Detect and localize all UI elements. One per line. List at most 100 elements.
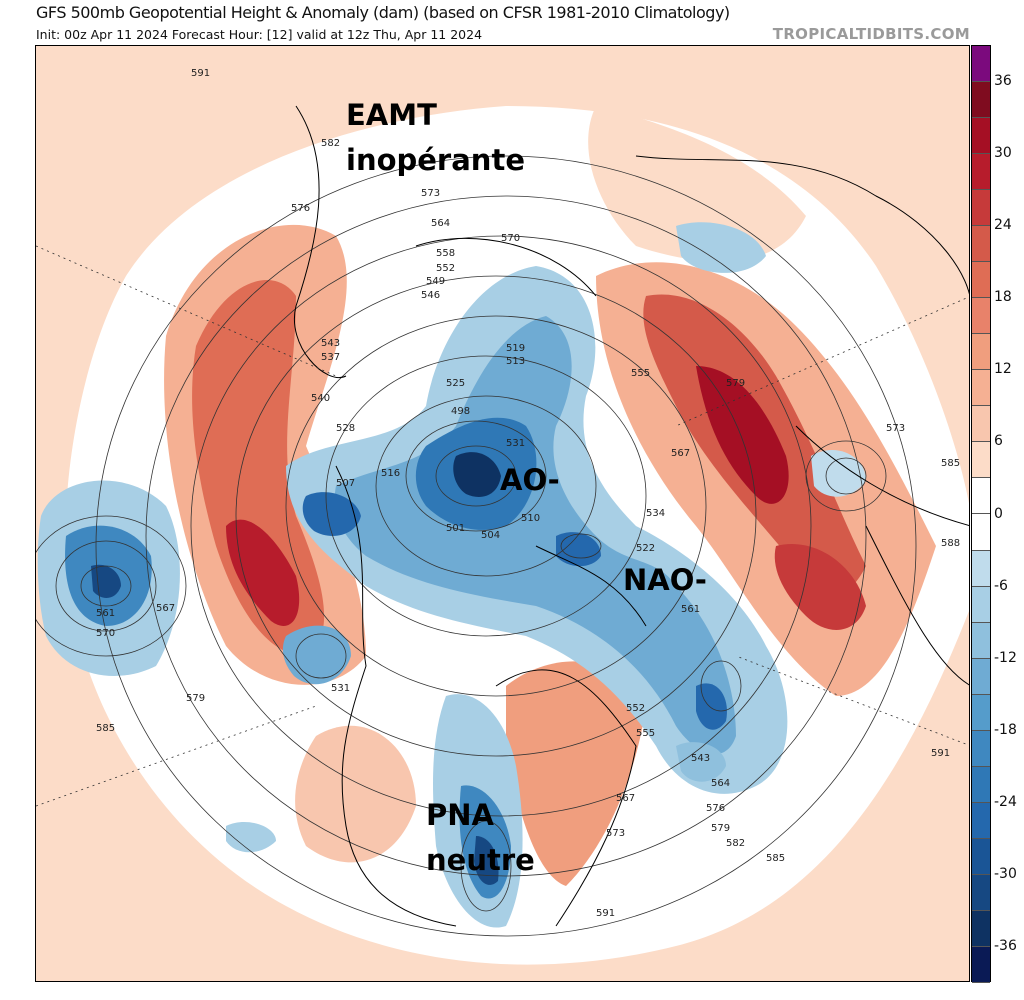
contour-label: 501 xyxy=(446,523,465,534)
colorbar-bin xyxy=(972,478,990,515)
contour-label: 567 xyxy=(671,448,690,459)
contour-label: 582 xyxy=(321,138,340,149)
colorbar-bin xyxy=(972,730,990,767)
colorbar-bin xyxy=(972,262,990,299)
colorbar-tick-label: 12 xyxy=(994,361,1012,378)
colorbar-tick-label: -18 xyxy=(994,721,1017,738)
contour-label: 579 xyxy=(186,693,205,704)
contour-label: 591 xyxy=(931,748,950,759)
contour-label: 567 xyxy=(156,603,175,614)
map-canvas: 591 582 576 573 570 564 558 552 549 546 543 537 540 5… xyxy=(36,46,969,981)
colorbar-bin xyxy=(972,910,990,947)
contour-label: 570 xyxy=(501,233,520,244)
colorbar-bin xyxy=(972,46,990,83)
colorbar-bin xyxy=(972,874,990,911)
contour-label: 552 xyxy=(436,263,455,274)
contour-label: 498 xyxy=(451,406,470,417)
colorbar-tick-label: 6 xyxy=(994,433,1003,450)
anomaly-map: 591 582 576 573 570 564 558 552 549 546 543 537 540 5… xyxy=(35,45,970,982)
contour-label: 564 xyxy=(711,778,730,789)
coastlines xyxy=(293,105,969,927)
contour-label: 528 xyxy=(336,423,355,434)
colorbar xyxy=(971,45,991,983)
colorbar-bin xyxy=(972,118,990,155)
contour-label: 573 xyxy=(886,423,905,434)
contour-label: 549 xyxy=(426,276,445,287)
colorbar-bin xyxy=(972,694,990,731)
contour-label: 534 xyxy=(646,508,665,519)
contour-label: 543 xyxy=(691,753,710,764)
contour-label: 531 xyxy=(506,438,525,449)
contour-label: 573 xyxy=(421,188,440,199)
colorbar-tick-label: -30 xyxy=(994,865,1017,882)
colorbar-tick-label: 18 xyxy=(994,289,1012,306)
colorbar-bin xyxy=(972,838,990,875)
annotation-pna-status: neutre xyxy=(426,843,535,877)
colorbar-tick-label: -6 xyxy=(994,577,1008,594)
colorbar-tick-label: -12 xyxy=(994,649,1017,666)
colorbar-tick-label: 36 xyxy=(994,73,1012,90)
colorbar-tick-label: 0 xyxy=(994,505,1003,522)
contour-label: 588 xyxy=(941,538,960,549)
chart-subtitle: Init: 00z Apr 11 2024 Forecast Hour: [12… xyxy=(36,27,483,42)
contour-label: 555 xyxy=(631,368,650,379)
contour-label: 585 xyxy=(766,853,785,864)
contour-label: 516 xyxy=(381,468,400,479)
colorbar-bin xyxy=(972,586,990,623)
contour-label: 591 xyxy=(191,68,210,79)
contour-label: 591 xyxy=(596,908,615,919)
east-us-ridge xyxy=(506,661,646,886)
colorbar-bin xyxy=(972,406,990,443)
contour-label: 555 xyxy=(636,728,655,739)
contour-label: 567 xyxy=(616,793,635,804)
colorbar-bin xyxy=(972,226,990,263)
contour-label: 561 xyxy=(681,604,700,615)
contour-label: 531 xyxy=(331,683,350,694)
contour-label: 525 xyxy=(446,378,465,389)
contour-label: 585 xyxy=(96,723,115,734)
colorbar-bin xyxy=(972,946,990,983)
contour-label: 510 xyxy=(521,513,540,524)
colorbar-bin xyxy=(972,190,990,227)
chart-title: GFS 500mb Geopotential Height & Anomaly … xyxy=(36,3,730,22)
contour-label: 540 xyxy=(311,393,330,404)
contour-label: 576 xyxy=(706,803,725,814)
contour-label: 576 xyxy=(291,203,310,214)
contour-labels: 591 582 576 573 570 564 558 552 549 546 543 537 540 5… xyxy=(96,68,960,919)
annotation-ao: AO- xyxy=(500,463,560,497)
contour-label: 537 xyxy=(321,352,340,363)
contour-label: 573 xyxy=(606,828,625,839)
colorbar-bin xyxy=(972,442,990,479)
annotation-nao: NAO- xyxy=(623,563,707,597)
contour-label: 543 xyxy=(321,338,340,349)
contour-label: 585 xyxy=(941,458,960,469)
contour-label: 522 xyxy=(636,543,655,554)
brand-watermark: TROPICALTIDBITS.COM xyxy=(772,25,970,43)
contour-label: 504 xyxy=(481,530,500,541)
contour-label: 561 xyxy=(96,608,115,619)
contour-label: 579 xyxy=(711,823,730,834)
colorbar-bin xyxy=(972,154,990,191)
colorbar-bin xyxy=(972,766,990,803)
contour-label: 558 xyxy=(436,248,455,259)
colorbar-bin xyxy=(972,370,990,407)
contour-label: 582 xyxy=(726,838,745,849)
contour-label: 546 xyxy=(421,290,440,301)
colorbar-bin xyxy=(972,514,990,551)
colorbar-tick-label: 30 xyxy=(994,145,1012,162)
grid-lines xyxy=(36,245,969,807)
colorbar-tick-label: -24 xyxy=(994,793,1017,810)
contour-label: 519 xyxy=(506,343,525,354)
height-contours xyxy=(36,155,917,937)
annotation-eamt: EAMT xyxy=(346,98,437,132)
colorbar-bin xyxy=(972,82,990,119)
colorbar-bin xyxy=(972,550,990,587)
colorbar-bin xyxy=(972,802,990,839)
colorbar-bin xyxy=(972,298,990,335)
colorbar-bin xyxy=(972,334,990,371)
contour-label: 564 xyxy=(431,218,450,229)
colorbar-tick-label: 24 xyxy=(994,217,1012,234)
contour-label: 552 xyxy=(626,703,645,714)
contour-label: 570 xyxy=(96,628,115,639)
annotation-pna: PNA xyxy=(426,798,494,832)
